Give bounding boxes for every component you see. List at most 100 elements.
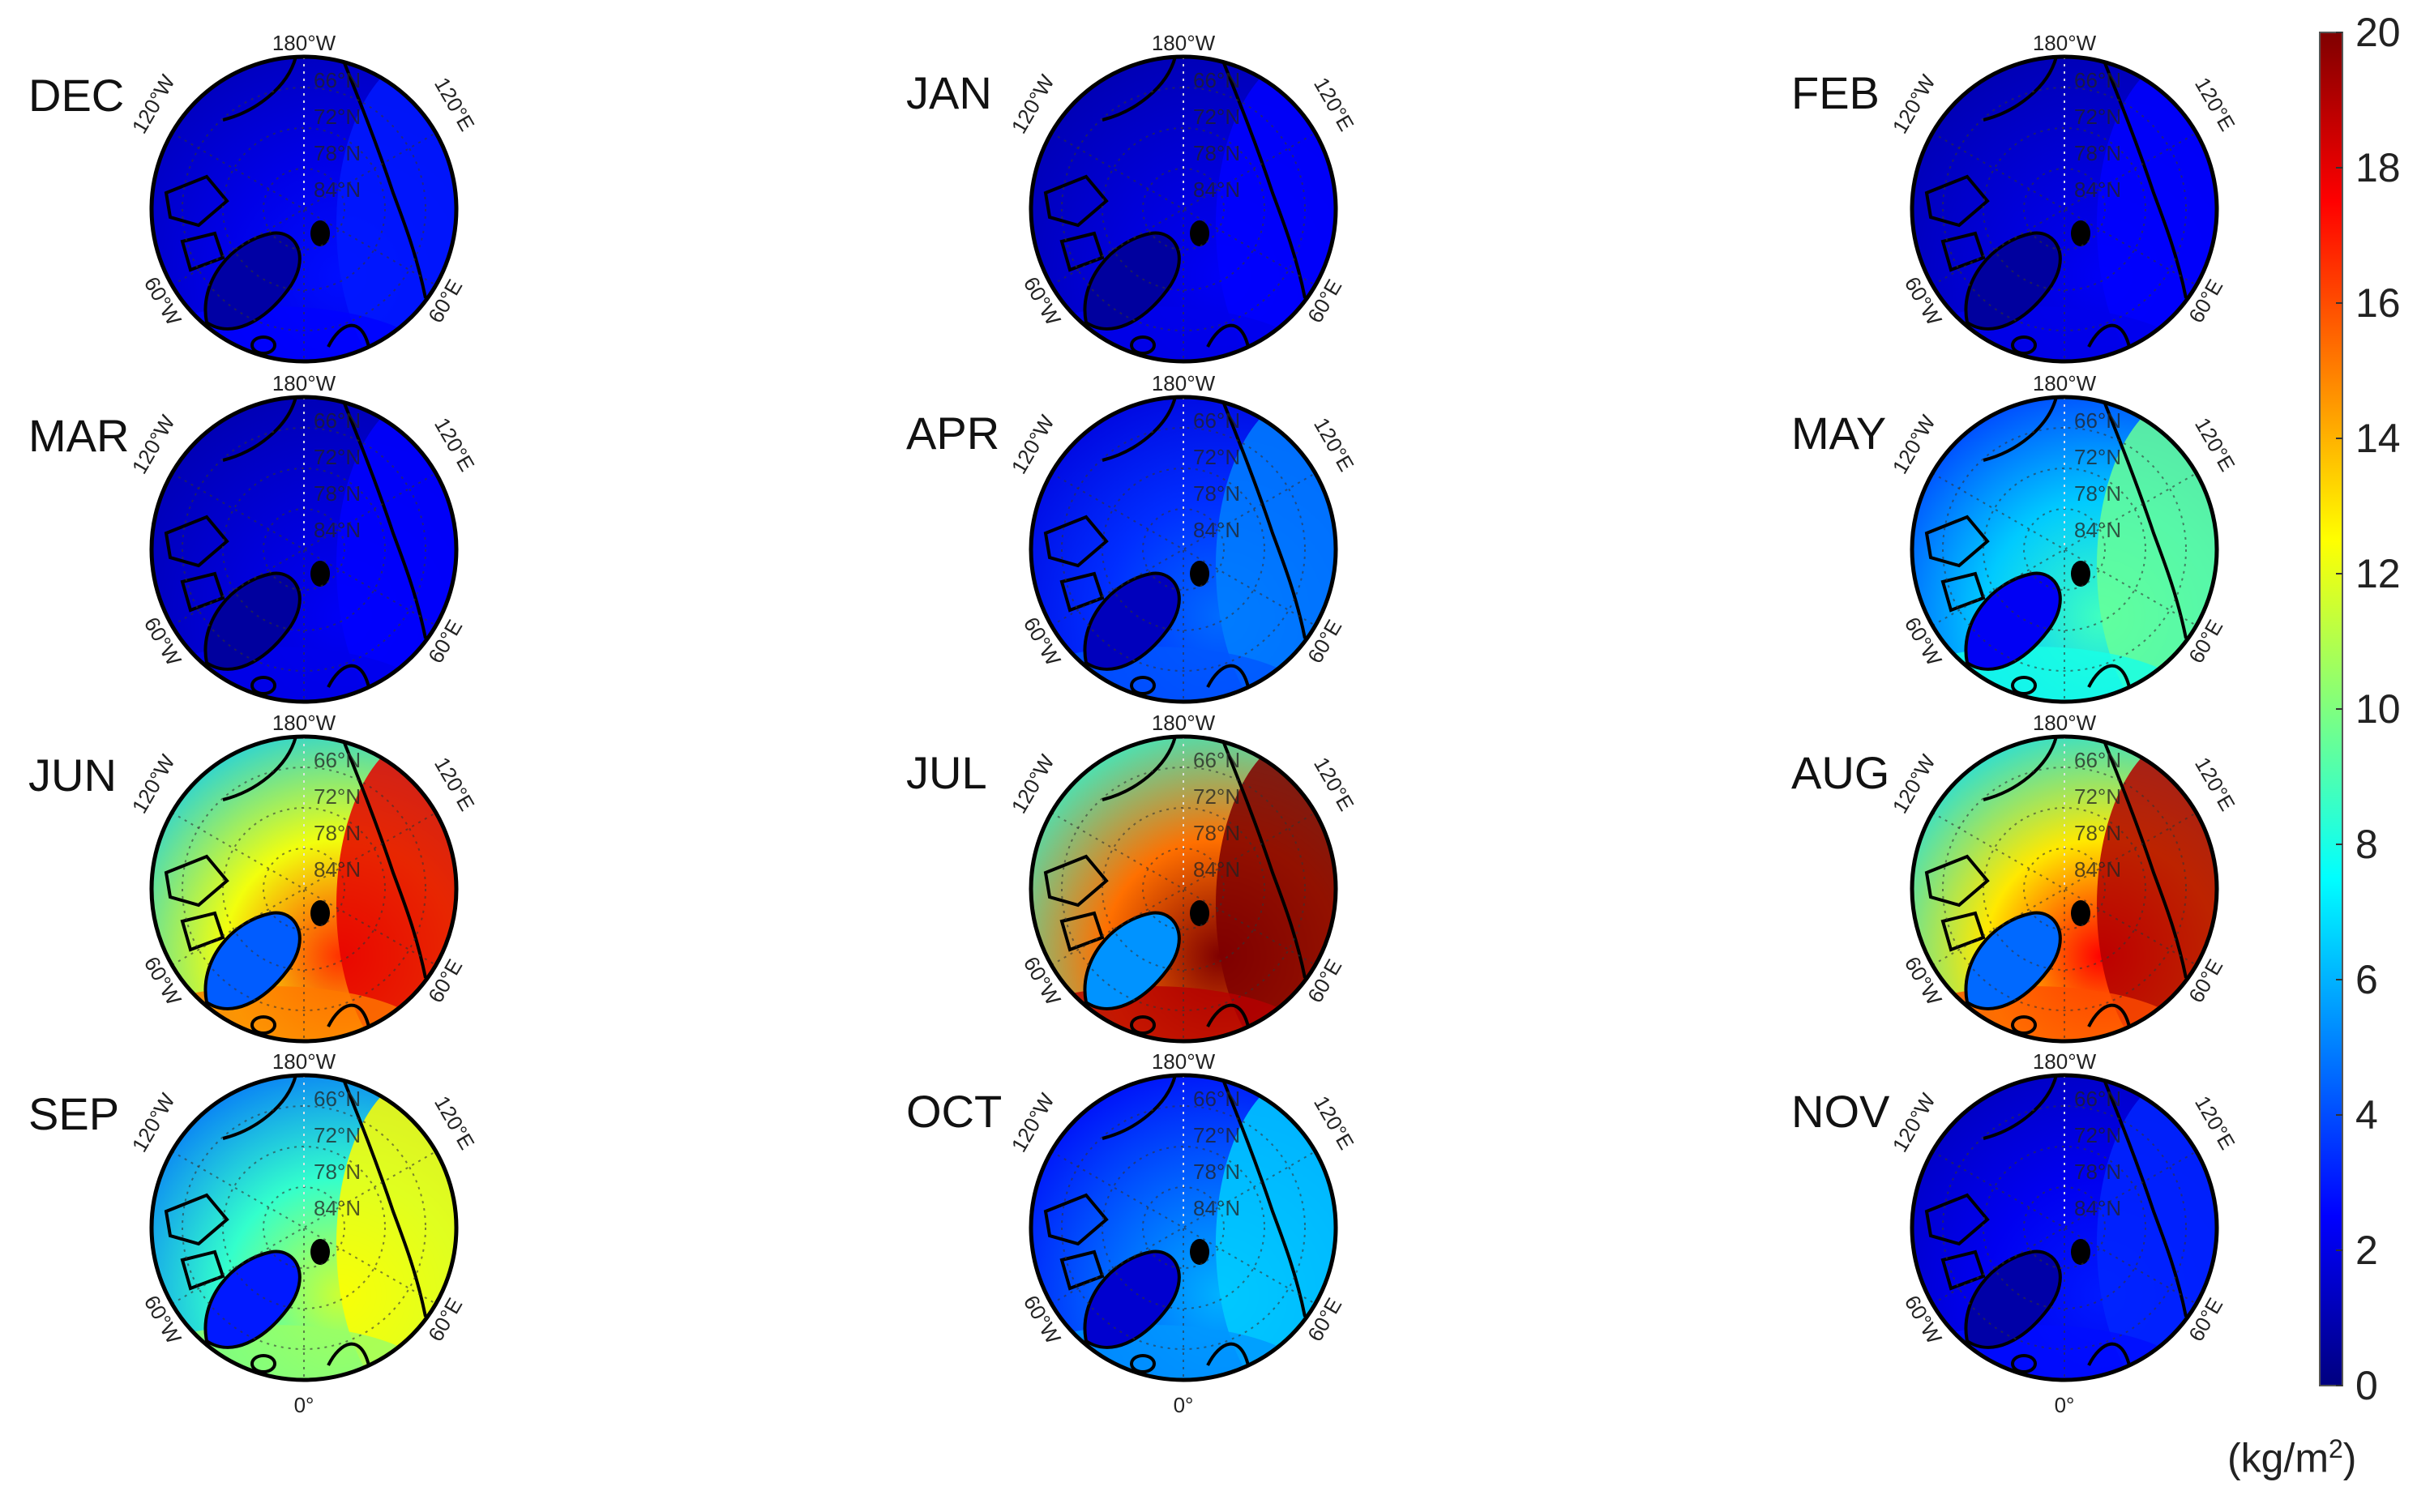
lon-label-120e: 120°E — [1309, 753, 1359, 815]
iceland-island — [250, 1015, 276, 1035]
latitude-circle — [222, 127, 386, 291]
latitude-label: 84°N — [2074, 857, 2121, 882]
map-panel-mar: 66°N 72°N 78°N 84°N — [152, 397, 456, 702]
lon-label-180w: 180°W — [1152, 371, 1216, 395]
latitude-circle — [1102, 807, 1265, 971]
month-label-oct: OCT — [906, 1086, 1003, 1137]
map-border — [1029, 54, 1338, 364]
latitude-circle — [1942, 427, 2187, 672]
archipelago-outline — [1043, 515, 1109, 613]
latitude-label: 78°N — [1193, 821, 1240, 845]
coastline — [222, 737, 427, 1027]
svalbard-island — [310, 561, 330, 587]
latitude-circle — [1061, 427, 1306, 672]
lon-label-120e: 120°E — [430, 753, 480, 815]
latitude-label: 84°N — [1193, 518, 1240, 542]
latitude-circle — [222, 807, 386, 971]
month-label-feb: FEB — [1791, 67, 1880, 118]
lon-label-180w: 180°W — [2033, 31, 2097, 55]
lon-label-180w: 180°W — [1152, 31, 1216, 55]
lon-label-120e: 120°E — [430, 413, 480, 476]
latitude-circle — [182, 767, 426, 1011]
lon-label-120e: 120°E — [430, 1091, 480, 1154]
latitude-circle — [1102, 468, 1265, 631]
archipelago-outline — [164, 1193, 229, 1291]
lon-label-0: 0° — [1174, 1393, 1194, 1417]
archipelago-outline — [1043, 174, 1109, 272]
latitude-label: 78°N — [314, 481, 361, 506]
colorbar-tick-label: 14 — [2355, 416, 2401, 461]
svalbard-island — [1190, 220, 1209, 246]
iceland-island — [2011, 676, 2037, 695]
lon-label-120w: 120°W — [127, 70, 180, 138]
latitude-label: 66°N — [314, 1087, 361, 1111]
month-label-may: MAY — [1791, 408, 1887, 459]
colorbar-tick-label: 6 — [2355, 957, 2378, 1002]
map-border — [1029, 1073, 1338, 1382]
lon-label-120e: 120°E — [430, 73, 480, 135]
lon-label-180w: 180°W — [272, 1049, 336, 1074]
iceland-island — [1130, 676, 1156, 695]
latitude-circle — [1983, 1146, 2146, 1309]
latitude-label: 84°N — [1193, 177, 1240, 202]
month-label-aug: AUG — [1791, 747, 1890, 798]
atlantic-field — [152, 1325, 434, 1380]
latitude-circle — [1942, 1105, 2187, 1350]
latitude-label: 72°N — [314, 1123, 361, 1147]
latitude-circle — [222, 468, 386, 631]
latitude-label: 72°N — [314, 445, 361, 469]
colorbar-tick-label: 10 — [2355, 686, 2401, 732]
latitude-label: 72°N — [2074, 105, 2121, 129]
latitude-label: 66°N — [314, 408, 361, 433]
lon-label-120w: 120°W — [127, 1089, 180, 1156]
lon-label-120e: 120°E — [2190, 753, 2240, 815]
archipelago-outline — [1924, 174, 1990, 272]
svalbard-island — [2071, 900, 2090, 926]
eurasia-field — [336, 737, 456, 1041]
svalbard-island — [2071, 561, 2090, 587]
latitude-label: 66°N — [2074, 1087, 2121, 1111]
month-label-nov: NOV — [1791, 1086, 1890, 1137]
latitude-label: 78°N — [314, 1160, 361, 1184]
latitude-circle — [1983, 468, 2146, 631]
lon-label-120e: 120°E — [2190, 1091, 2240, 1154]
latitude-label: 84°N — [314, 857, 361, 882]
archipelago-outline — [1924, 1193, 1990, 1291]
latitude-circle — [1942, 767, 2187, 1011]
lon-label-120w: 120°W — [1888, 750, 1940, 818]
lon-label-120e: 120°E — [1309, 413, 1359, 476]
latitude-circle — [263, 168, 345, 250]
coastline — [1102, 1075, 1307, 1366]
map-border — [1029, 734, 1338, 1044]
eurasia-field — [1216, 57, 1336, 361]
coastline — [1983, 57, 2188, 348]
colorbar-unit: (kg/m2) — [2227, 1434, 2357, 1481]
coastline — [1983, 1075, 2188, 1366]
iceland-island — [1130, 1015, 1156, 1035]
coastline — [1102, 57, 1307, 348]
month-label-jun: JUN — [28, 750, 117, 801]
lon-label-180w: 180°W — [272, 711, 336, 735]
latitude-label: 78°N — [2074, 141, 2121, 165]
map-border — [149, 54, 459, 364]
eurasia-field — [2097, 1075, 2217, 1380]
svalbard-island — [310, 1239, 330, 1265]
archipelago-outline — [164, 174, 229, 272]
map-border — [149, 734, 459, 1044]
latitude-label: 78°N — [2074, 821, 2121, 845]
colorbar-tick-label: 0 — [2355, 1363, 2378, 1408]
latitude-label: 72°N — [314, 784, 361, 809]
latitude-circle — [1061, 1105, 1306, 1350]
latitude-label: 78°N — [314, 141, 361, 165]
latitude-label: 72°N — [2074, 1123, 2121, 1147]
latitude-label: 66°N — [1193, 748, 1240, 772]
lon-label-120e: 120°E — [1309, 1091, 1359, 1154]
lon-label-120w: 120°W — [127, 411, 180, 478]
eurasia-field — [1216, 737, 1336, 1041]
latitude-label: 66°N — [314, 748, 361, 772]
latitude-label: 72°N — [1193, 105, 1240, 129]
latitude-label: 66°N — [1193, 68, 1240, 92]
lon-label-120w: 120°W — [1007, 70, 1059, 138]
svalbard-island — [2071, 1239, 2090, 1265]
latitude-circle — [1061, 767, 1306, 1011]
